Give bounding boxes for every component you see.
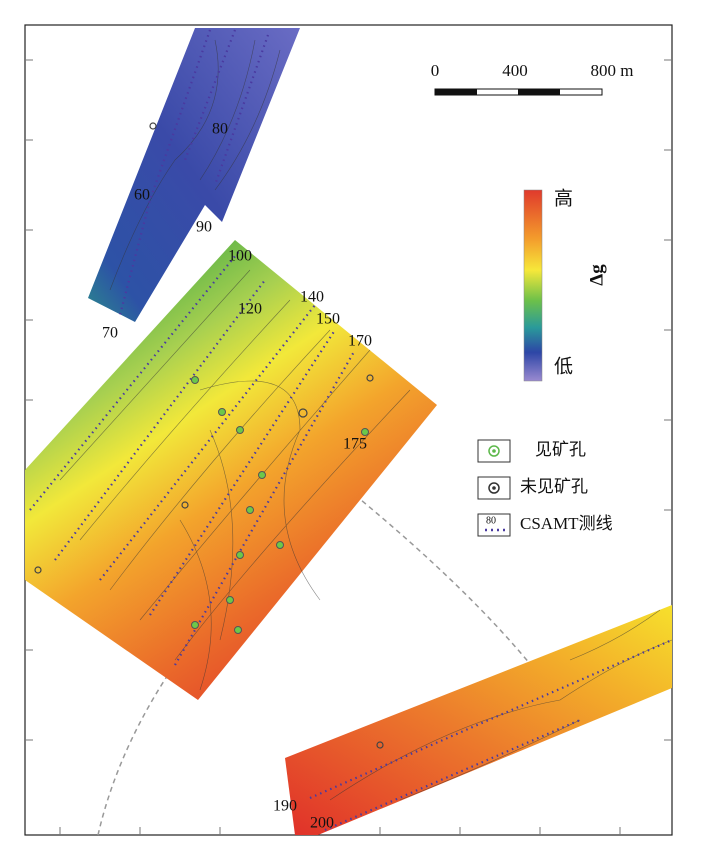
gravity-block-south [285,605,672,835]
boundary-arc [354,494,536,671]
scale-label: 400 [502,61,528,80]
line-label: 150 [316,311,340,328]
line-label: 70 [102,325,118,342]
legend-label: 见矿孔 [535,440,586,459]
line-label: 140 [300,289,324,306]
colorbar: 高 低 Δg [523,187,607,382]
drill-holes [191,376,369,634]
scale-label: 800 m [591,61,634,80]
barren-holes [34,122,384,749]
survey-line [309,638,673,832]
line-label: 120 [238,301,262,318]
legend-label: CSAMT测线 [520,514,613,533]
colorbar-high: 高 [554,187,573,209]
line-label: 100 [228,248,252,265]
line-label: 80 [212,121,228,138]
colorbar-low: 低 [554,355,573,377]
line-label: 175 [343,436,367,453]
line-labels: 60 70 80 90 100 120 140 150 170 175 190 … [102,121,372,832]
line-label: 190 [273,798,297,815]
line-label: 60 [134,187,150,204]
legend: 见矿孔 未见矿孔 80 CSAMT测线 [477,439,613,537]
colorbar-label: Δg [586,264,607,286]
scale-bar: 0 400 800 m [431,61,634,96]
frame [24,24,673,836]
line-label: 90 [196,219,212,236]
line-label: 170 [348,333,372,350]
survey-line [118,29,270,316]
gravity-block-central [25,240,437,700]
contours [109,39,281,291]
scale-label: 0 [431,61,440,80]
legend-icon-label: 80 [486,515,496,526]
gravity-block-north [88,28,300,322]
line-label: 200 [310,815,334,832]
legend-label: 未见矿孔 [520,477,588,496]
boundary-arc [97,649,186,836]
contours [59,269,411,691]
